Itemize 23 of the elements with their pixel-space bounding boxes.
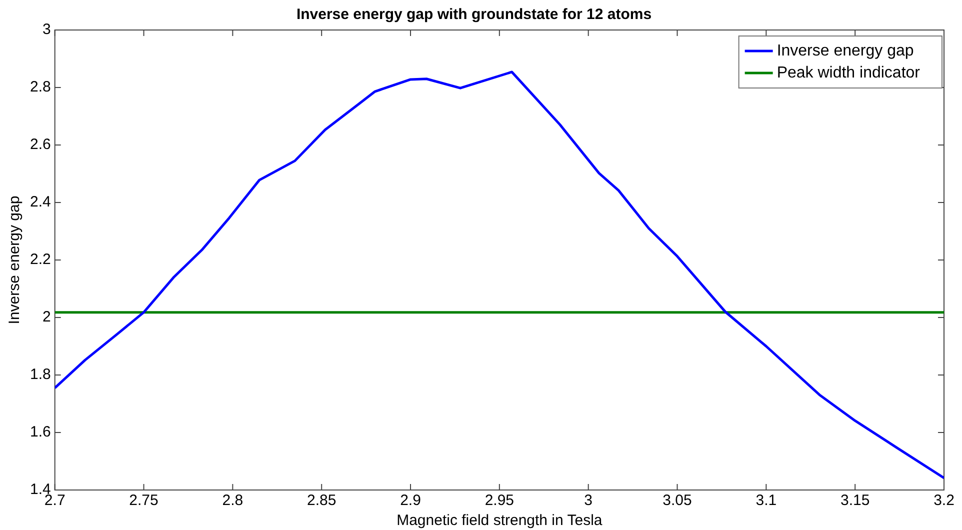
y-tick-label: 2.2 <box>30 251 51 268</box>
y-tick-label: 1.8 <box>30 366 51 384</box>
y-tick-label: 2 <box>42 308 51 326</box>
y-tick-label: 3 <box>42 21 51 38</box>
x-tick-label: 3.2 <box>934 492 954 510</box>
x-tick-label: 3.1 <box>756 492 777 510</box>
x-tick-label: 2.8 <box>222 492 244 510</box>
x-tick-label: 3 <box>584 492 593 510</box>
y-tick-label: 2.6 <box>30 136 51 154</box>
x-tick-label: 2.9 <box>400 492 421 510</box>
x-axis-title: Magnetic field strength in Tesla <box>396 512 603 530</box>
chart-title: Inverse energy gap with groundstate for 12 atoms <box>296 6 652 24</box>
x-tick-label: 2.75 <box>129 492 158 510</box>
legend-label: Inverse energy gap <box>776 42 914 60</box>
y-axis-title: Inverse energy gap <box>6 196 24 324</box>
x-tick-label: 2.95 <box>484 492 514 510</box>
y-tick-label: 1.6 <box>30 424 51 441</box>
y-tick-label: 2.4 <box>30 194 51 211</box>
x-tick-label: 3.05 <box>662 492 692 510</box>
y-tick-label: 2.8 <box>30 78 51 96</box>
legend-label: Peak width indicator <box>776 64 921 82</box>
x-tick-label: 3.15 <box>840 492 870 510</box>
x-tick-label: 2.85 <box>306 492 336 510</box>
